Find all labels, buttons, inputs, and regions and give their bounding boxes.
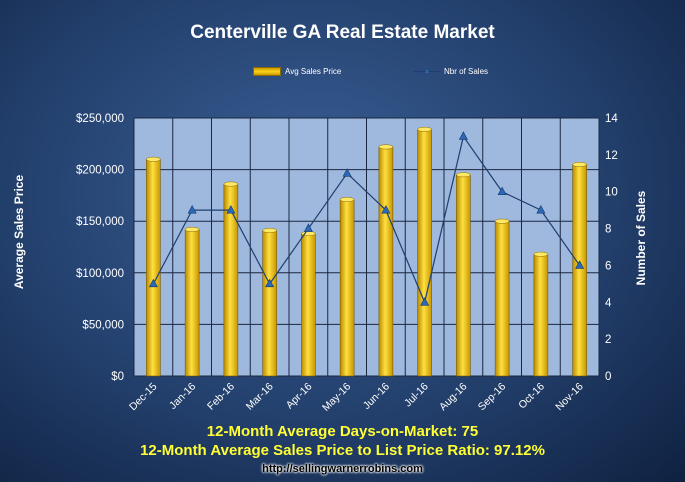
bar-Jul-16	[417, 129, 432, 377]
bar-cap-May-16	[339, 197, 355, 202]
legend-line-swatch	[414, 68, 440, 75]
x-tick-label: May-16	[320, 381, 353, 414]
bar-cap-Mar-16	[262, 228, 277, 233]
x-tick-label: Aug-16	[437, 381, 470, 414]
x-tick-label: Mar-16	[244, 381, 276, 413]
y2-axis-title: Number of Sales	[634, 190, 648, 286]
bar-cap-Nov-16	[572, 161, 587, 167]
x-tick-label: Sep-16	[476, 381, 509, 414]
x-tick-label: Apr-16	[284, 381, 315, 412]
y2-tick-label: 2	[605, 334, 611, 346]
y2-tick-label: 12	[605, 150, 618, 162]
bar-Apr-16	[301, 233, 316, 377]
bar-Sep-16	[494, 220, 510, 377]
legend-label-avg-sales-price: Avg Sales Price	[285, 67, 342, 76]
y2-tick-label: 0	[605, 371, 611, 383]
y-tick-label: $200,000	[76, 165, 124, 177]
bar-Nov-16	[572, 164, 587, 377]
y2-tick-label: 4	[605, 297, 612, 309]
sales-marker-Sep-16	[497, 186, 507, 196]
x-tick-label: Feb-16	[205, 381, 237, 413]
x-tick-label: Oct-16	[516, 381, 547, 412]
bar-cap-Dec-15	[146, 156, 161, 162]
y-tick-label: $0	[111, 371, 124, 383]
y2-tick-label: 6	[605, 260, 611, 272]
bar-Jun-16	[378, 146, 394, 377]
x-tick-label: Nov-16	[553, 381, 586, 414]
sales-marker-Feb-16	[226, 205, 236, 214]
legend-item-avg-sales-price: Avg Sales Price	[253, 67, 341, 76]
x-tick-label: Jan-16	[167, 381, 198, 412]
bar-Aug-16	[456, 174, 471, 377]
x-tick-label: Jul-16	[402, 381, 431, 410]
y2-tick-label: 14	[605, 113, 618, 125]
bar-cap-Oct-16	[533, 251, 549, 257]
x-tick-label: Jun-16	[361, 381, 392, 412]
footer-days-on-market: 12-Month Average Days-on-Market: 75	[206, 423, 479, 440]
chart-title: Centerville GA Real Estate Market	[190, 22, 495, 43]
legend-bar-swatch	[253, 67, 281, 76]
sales-marker-Mar-16	[265, 278, 275, 288]
website-link[interactable]: http://sellingwarnerrobins.com	[262, 463, 423, 475]
bar-Mar-16	[262, 230, 277, 377]
y2-tick-label: 8	[605, 224, 611, 236]
bar-cap-Feb-16	[223, 181, 239, 187]
sales-marker-Oct-16	[536, 205, 546, 214]
sales-marker-Nov-16	[575, 260, 585, 269]
y-tick-label: $50,000	[82, 319, 124, 331]
sales-marker-Apr-16	[303, 223, 313, 232]
bar-cap-Sep-16	[494, 218, 510, 224]
y-tick-label: $250,000	[76, 113, 124, 125]
sales-count-line	[152, 134, 581, 305]
sales-marker-Jul-16	[420, 297, 430, 306]
bar-Oct-16	[533, 253, 549, 377]
sales-marker-May-16	[342, 168, 352, 177]
bar-cap-Jun-16	[378, 144, 394, 150]
y-tick-label: $150,000	[76, 216, 124, 228]
legend-item-nbr-of-sales: Nbr of Sales	[414, 67, 488, 76]
bar-cap-Jan-16	[184, 227, 200, 232]
bar-Dec-15	[146, 158, 161, 377]
bar-May-16	[339, 199, 355, 377]
legend-label-nbr-of-sales: Nbr of Sales	[444, 67, 489, 76]
y-axis-title: Average Sales Price	[12, 174, 26, 290]
sales-marker-Jan-16	[187, 205, 197, 214]
bar-Jan-16	[184, 229, 200, 377]
sales-marker-Dec-15	[148, 278, 158, 288]
x-tick-label: Dec-15	[127, 381, 160, 414]
y-tick-label: $100,000	[76, 268, 124, 280]
sales-marker-Aug-16	[458, 131, 468, 140]
y2-tick-label: 10	[605, 187, 618, 199]
bar-cap-Jul-16	[417, 126, 432, 132]
bar-cap-Aug-16	[456, 172, 471, 178]
sales-marker-Jun-16	[381, 205, 391, 214]
footer-price-ratio: 12-Month Average Sales Price to List Pri…	[140, 442, 545, 459]
